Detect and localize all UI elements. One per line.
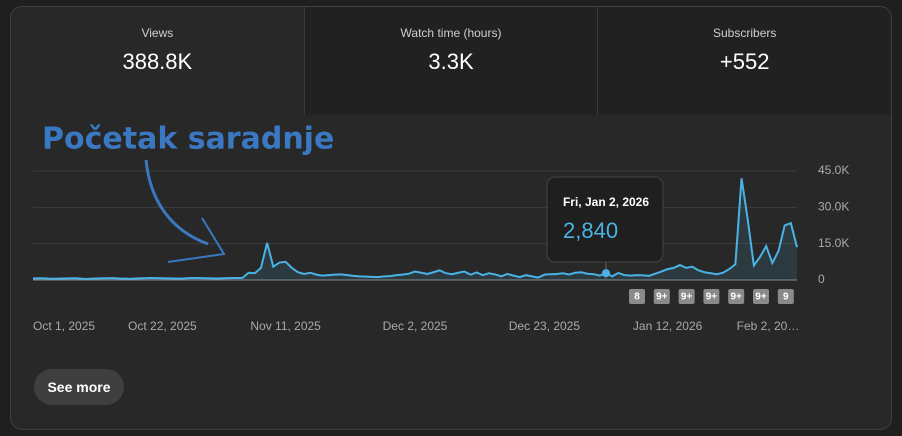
x-tick-label: Feb 2, 20… [737, 319, 800, 333]
tooltip-value: 2,840 [563, 218, 618, 243]
video-marker [678, 289, 695, 304]
tooltip [546, 176, 664, 263]
video-marker [703, 289, 720, 304]
video-marker-label: 9+ [681, 292, 693, 303]
video-marker-label: 9+ [755, 292, 767, 303]
metric-label: Subscribers [713, 26, 777, 40]
tooltip-date: Fri, Jan 2, 2026 [563, 195, 649, 209]
metric-tab[interactable]: Watch time (hours) 3.3K [303, 7, 598, 115]
x-tick-label: Dec 23, 2025 [509, 319, 581, 333]
video-marker [777, 289, 794, 304]
video-marker-label: 9+ [656, 292, 668, 303]
point [602, 269, 610, 278]
annotation-arrow [144, 159, 209, 246]
metric-value: 3.3K [428, 49, 474, 74]
x-tick-label: Nov 11, 2025 [250, 319, 321, 333]
grid [33, 170, 797, 281]
line [32, 178, 798, 280]
x-tick-label: Oct 22, 2025 [128, 319, 197, 333]
x-tick-label: Oct 1, 2025 [33, 319, 95, 333]
y-tick-label: 30.0K [818, 200, 849, 214]
video-marker [728, 289, 745, 304]
metric-tab[interactable]: Subscribers +552 [597, 7, 891, 115]
see-more-button[interactable]: See more [34, 369, 124, 405]
x-tick-label: Dec 2, 2025 [383, 319, 448, 333]
video-marker-label: 9+ [706, 292, 718, 303]
metric-value: 388.8K [122, 49, 193, 74]
y-tick-label: 45.0K [818, 163, 849, 177]
metric-label: Views [141, 26, 174, 40]
metric-value: +552 [719, 49, 770, 74]
metric-label: Watch time (hours) [400, 26, 502, 40]
video-marker-label: 8 [634, 292, 640, 303]
x-tick-label: Jan 12, 2026 [633, 319, 703, 333]
card: Views 388.8K Watch time (hours) 3.3K Subsc… [10, 6, 892, 430]
video-marker-label: 9+ [730, 292, 742, 303]
video-marker-label: 9 [783, 292, 789, 303]
y-tick-label: 0 [818, 272, 825, 286]
y-tick-label: 15.0K [818, 236, 849, 250]
video-marker [629, 289, 645, 304]
video-marker [753, 289, 769, 304]
annotation: Početak saradnje [42, 122, 334, 157]
video-marker [653, 289, 670, 304]
metric-tab[interactable]: Views 388.8K [11, 7, 304, 115]
area-fill [33, 178, 797, 280]
metric-tabs: Views 388.8K Watch time (hours) 3.3K Subsc… [11, 7, 891, 115]
annotation-arrowhead [167, 217, 226, 263]
